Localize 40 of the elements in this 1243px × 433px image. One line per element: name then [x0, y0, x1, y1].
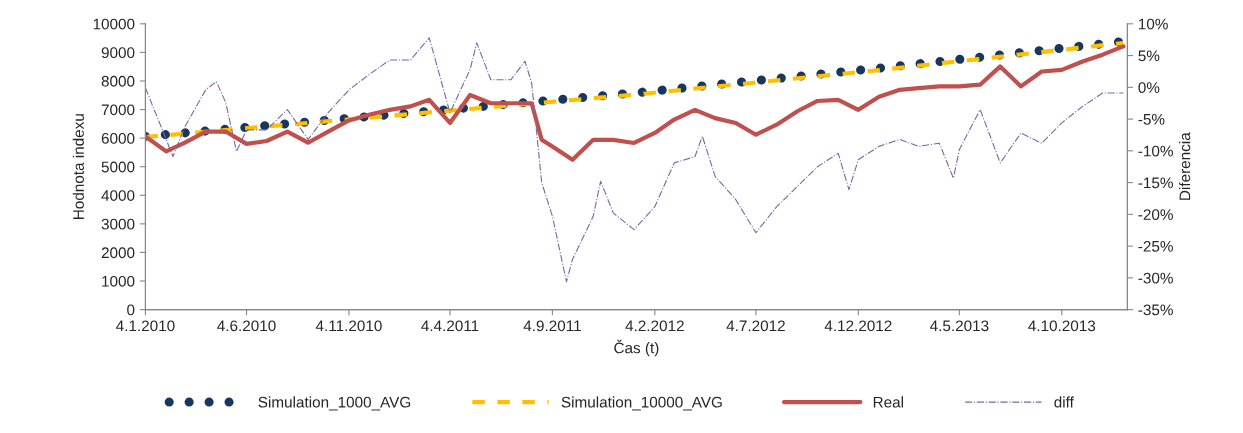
y2-tick-label: -15%	[1138, 177, 1173, 189]
y-tick-label: 5000	[101, 161, 135, 173]
x-tick-label: 4.12.2012	[824, 320, 892, 332]
y2-tick-label: -30%	[1138, 272, 1173, 284]
legend-label: diff	[1054, 396, 1074, 408]
y2-tick-label: -35%	[1138, 304, 1173, 316]
y-tick-label: 0	[127, 304, 135, 316]
y-tick-label: 2000	[101, 247, 135, 259]
x-tick-label: 4.2.2012	[625, 320, 684, 332]
legend-label: Simulation_1000_AVG	[258, 396, 411, 411]
y2-tick-label: -5%	[1138, 114, 1165, 125]
y2-tick-label: -25%	[1138, 240, 1173, 252]
y-axis-title: Hodnota indexu	[72, 114, 84, 219]
y-tick-label: 4000	[101, 190, 135, 201]
x-tick-label: 4.1.2010	[116, 320, 175, 332]
x-tick-label: 4.10.2013	[1028, 320, 1096, 332]
x-tick-label: 4.6.2010	[217, 320, 276, 332]
x-axis-title: Čas (t)	[614, 339, 659, 357]
y-tick-label: 3000	[101, 218, 135, 230]
x-tick-label: 4.7.2012	[726, 320, 785, 332]
y2-axis-title: Diferencia	[1179, 132, 1191, 200]
y2-tick-label: 10%	[1138, 18, 1168, 30]
y2-tick-label: 0%	[1138, 82, 1160, 94]
x-tick-label: 4.5.2013	[930, 320, 989, 332]
line-series	[145, 44, 1126, 162]
y-tick-label: 8000	[101, 75, 135, 87]
x-tick-label: 4.11.2010	[315, 320, 382, 332]
y2-tick-label: -10%	[1138, 145, 1173, 157]
y-tick-label: 7000	[101, 104, 135, 116]
legend-label: Real	[873, 396, 903, 408]
y-tick-label: 10000	[93, 18, 135, 30]
y2-tick-label: 5%	[1138, 50, 1160, 62]
y2-tick-label: -20%	[1138, 209, 1173, 221]
y-tick-label: 9000	[101, 47, 135, 59]
x-tick-label: 4.4.2011	[421, 320, 479, 332]
x-tick-label: 4.9.2011	[523, 320, 581, 332]
y-tick-label: 1000	[102, 275, 135, 287]
line-series	[145, 37, 1124, 283]
legend-label: Simulation_10000_AVG	[561, 396, 722, 411]
y-tick-label: 6000	[101, 132, 135, 144]
